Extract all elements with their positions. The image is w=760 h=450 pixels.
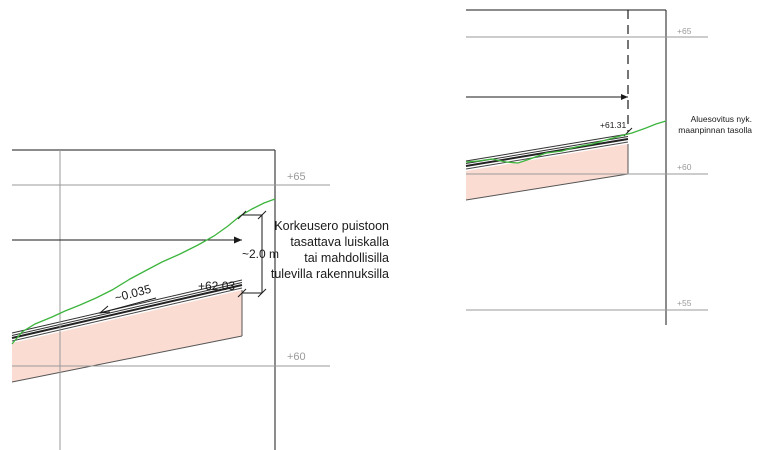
right-section: +65 +60 +55 +61.31 Aluesovitus nyk. maan… [465, 9, 752, 325]
right-elevation-label: +61.31 [600, 120, 627, 130]
right-note: Aluesovitus nyk. maanpinnan tasolla [678, 114, 752, 135]
right-arrow-head [621, 94, 628, 100]
right-embankment-fill [466, 144, 628, 200]
left-height-label: ~2.0 m [242, 247, 279, 261]
right-embankment-bottom-line [465, 173, 629, 201]
left-ground-line [11, 198, 276, 345]
right-level-label-55: +55 [677, 298, 692, 308]
left-elevation-label: +62.03 [198, 279, 235, 293]
left-arrow-head [234, 236, 242, 244]
left-slope-arrow [98, 297, 157, 314]
left-embankment-fill [12, 290, 242, 382]
right-level-label-60: +60 [677, 162, 692, 172]
left-height-dimension [237, 210, 267, 298]
left-note-line: tasattava luiskalla [290, 235, 389, 249]
left-road-surface [11, 279, 243, 342]
left-level-label-65: +65 [287, 171, 306, 183]
left-note-line: tulevilla rakennuksilla [271, 267, 389, 281]
left-note: Korkeusero puistoon tasattava luiskalla … [271, 219, 389, 281]
left-note-line: Korkeusero puistoon [274, 219, 389, 233]
right-level-label-65: +65 [677, 26, 692, 36]
right-note-line: Aluesovitus nyk. [691, 114, 752, 124]
right-note-line: maanpinnan tasolla [678, 125, 752, 135]
left-embankment-bottom-line [11, 335, 243, 383]
right-ground-line [465, 120, 667, 164]
left-level-label-60: +60 [287, 351, 306, 363]
left-section: +65 +60 ~0.035 +62.03 ~2.0 m Korkeusero … [11, 149, 389, 450]
left-note-line: tai mahdollisilla [304, 251, 389, 265]
